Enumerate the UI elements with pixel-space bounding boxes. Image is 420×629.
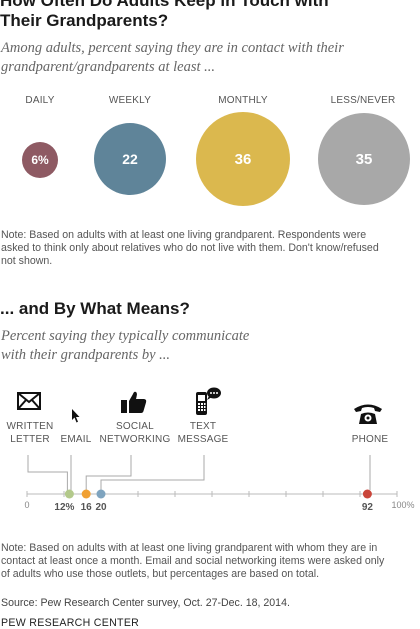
note-line: Note: Based on adults with at least one …	[1, 542, 378, 554]
label-line: TEXT	[189, 421, 217, 432]
data-point	[81, 489, 91, 499]
category-label-monthly: MONTHLY	[218, 95, 268, 106]
source-note: Source: Pew Research Center survey, Oct.…	[1, 597, 290, 609]
bubble-monthly: 36	[196, 112, 290, 206]
cursor-arrow-icon	[72, 409, 80, 423]
means-chart: 0 100% 12% 16 20 92	[24, 455, 415, 513]
means-label-phone: PHONE	[325, 433, 415, 446]
label-line: LETTER	[10, 434, 50, 445]
title-line: Their Grandparents?	[0, 11, 169, 30]
chart-title-frequency: How Often Do Adults Keep in Touch with T…	[0, 0, 329, 31]
x-tick-label: 0	[24, 500, 29, 510]
note-line: not shown.	[1, 255, 53, 267]
data-point	[96, 489, 106, 499]
bubble-value: 35	[355, 150, 373, 168]
chart-title-means: ... and By What Means?	[0, 299, 190, 318]
note-frequency: Note: Based on adults with at least one …	[1, 229, 413, 268]
category-label-less-never: LESS/NEVER	[330, 95, 396, 106]
chart-subtitle-frequency: Among adults, percent saying they are in…	[1, 39, 344, 77]
note-means: Note: Based on adults with at least one …	[1, 542, 413, 581]
subtitle-line: grandparent/grandparents at least ...	[1, 59, 216, 75]
means-label-written-letter: WRITTEN LETTER	[0, 420, 75, 446]
category-label-daily: DAILY	[25, 95, 55, 106]
label-line: PHONE	[351, 434, 389, 445]
data-point	[64, 489, 74, 499]
means-label-social-networking: SOCIAL NETWORKING	[90, 420, 180, 446]
brand-name: PEW RESEARCH CENTER	[1, 617, 140, 629]
subtitle-line: Percent saying they typically communicat…	[1, 328, 250, 344]
data-label: 12%	[54, 502, 74, 513]
label-line: SOCIAL	[116, 421, 154, 432]
label-line: MESSAGE	[177, 434, 229, 445]
data-label: 20	[95, 502, 107, 513]
subtitle-line: Among adults, percent saying they are in…	[1, 40, 344, 56]
phone-message-icon	[196, 387, 221, 415]
bubble-value: 6%	[31, 153, 49, 167]
note-line: asked to think only about relatives who …	[1, 242, 379, 254]
title-line: How Often Do Adults Keep in Touch with	[0, 0, 329, 10]
means-label-text-message: TEXT MESSAGE	[158, 420, 248, 446]
bubble-weekly: 22	[94, 123, 166, 195]
chart-subtitle-means: Percent saying they typically communicat…	[1, 327, 249, 365]
bubble-value: 36	[234, 150, 252, 168]
category-label-weekly: WEEKLY	[108, 95, 152, 106]
label-line: EMAIL	[60, 434, 92, 445]
leader-line	[100, 455, 205, 490]
x-tick-label: 100%	[391, 500, 414, 510]
note-line: of adults who use those outlets, but per…	[1, 568, 320, 580]
subtitle-line: with their grandparents by ...	[1, 347, 171, 363]
bubble-daily: 6%	[22, 142, 58, 178]
thumbs-up-icon	[121, 391, 147, 413]
bubble-less-never: 35	[318, 113, 410, 205]
telephone-icon	[354, 404, 382, 424]
bubble-value: 22	[122, 151, 138, 167]
note-line: Note: Based on adults with at least one …	[1, 229, 367, 241]
data-label: 16	[81, 502, 93, 513]
leader-line	[85, 455, 132, 490]
envelope-icon	[17, 392, 41, 410]
data-point	[362, 489, 372, 499]
note-line: contact at least once a month. Email and…	[1, 555, 385, 567]
means-label-email: EMAIL	[31, 433, 121, 446]
data-label: 92	[362, 502, 374, 513]
leader-line	[27, 455, 68, 494]
label-line: NETWORKING	[99, 434, 171, 445]
label-line: WRITTEN	[6, 421, 54, 432]
